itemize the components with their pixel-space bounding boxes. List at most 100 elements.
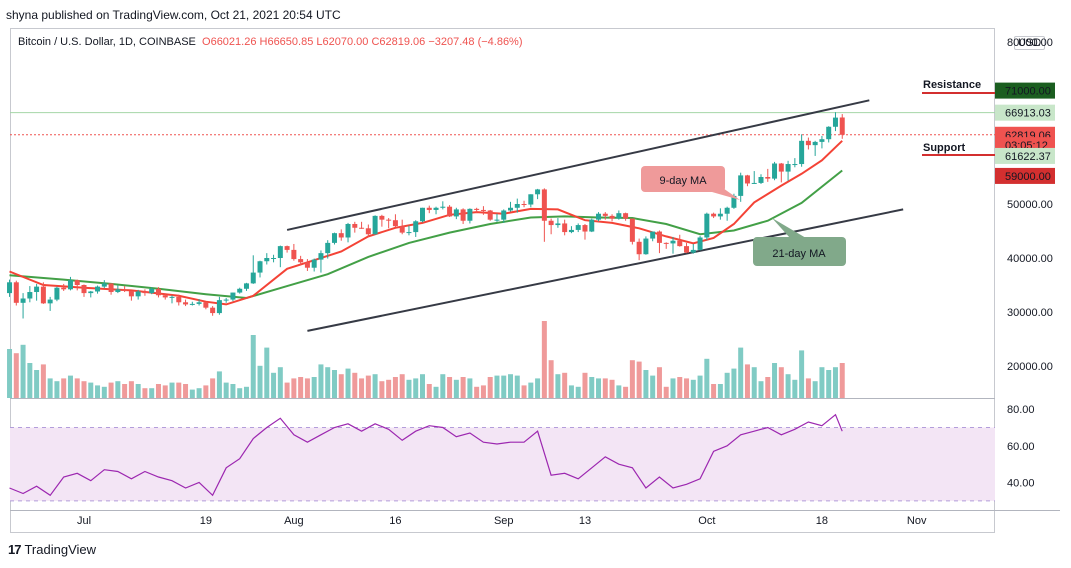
- candle-body[interactable]: [67, 280, 73, 290]
- candle-body[interactable]: [602, 213, 608, 216]
- candle-body[interactable]: [744, 175, 750, 184]
- candle-body[interactable]: [189, 303, 195, 305]
- candle-body[interactable]: [176, 296, 182, 303]
- candle-body[interactable]: [304, 262, 310, 268]
- candle-body[interactable]: [122, 289, 128, 291]
- candle-body[interactable]: [596, 213, 602, 220]
- candle-body[interactable]: [169, 296, 175, 298]
- candle-body[interactable]: [331, 233, 337, 243]
- candle-body[interactable]: [318, 253, 324, 260]
- candle-body[interactable]: [521, 204, 527, 205]
- candle-body[interactable]: [453, 209, 459, 217]
- candle-body[interactable]: [650, 231, 656, 239]
- candle-body[interactable]: [670, 240, 676, 244]
- candle-body[interactable]: [494, 219, 500, 221]
- candle-body[interactable]: [196, 302, 202, 304]
- candle-body[interactable]: [81, 285, 87, 294]
- candle-body[interactable]: [298, 259, 304, 263]
- candle-body[interactable]: [95, 286, 101, 292]
- candle-body[interactable]: [406, 232, 412, 234]
- candle-body[interactable]: [250, 272, 256, 284]
- candle-body[interactable]: [271, 258, 277, 259]
- candle-body[interactable]: [711, 213, 717, 217]
- candle-body[interactable]: [677, 240, 683, 247]
- candle-body[interactable]: [155, 288, 161, 296]
- candle-body[interactable]: [738, 175, 744, 196]
- candle-body[interactable]: [74, 280, 80, 285]
- candle-body[interactable]: [805, 140, 811, 146]
- candle-body[interactable]: [717, 213, 723, 217]
- candle-body[interactable]: [40, 286, 46, 304]
- symbol-legend[interactable]: Bitcoin / U.S. Dollar, 1D, COINBASE O660…: [18, 36, 523, 48]
- candle-body[interactable]: [819, 139, 825, 142]
- candle-body[interactable]: [528, 194, 534, 205]
- footer[interactable]: 17 TradingView: [8, 542, 96, 557]
- candle-body[interactable]: [54, 287, 60, 300]
- candle-body[interactable]: [230, 292, 236, 300]
- candle-body[interactable]: [291, 249, 297, 260]
- candle-body[interactable]: [839, 117, 845, 135]
- candle-body[interactable]: [832, 117, 838, 127]
- candle-body[interactable]: [562, 223, 568, 233]
- candle-body[interactable]: [115, 289, 121, 293]
- candle-body[interactable]: [474, 208, 480, 210]
- candle-body[interactable]: [413, 221, 419, 233]
- candle-body[interactable]: [108, 283, 114, 293]
- candle-body[interactable]: [799, 140, 805, 165]
- candle-body[interactable]: [34, 286, 40, 293]
- candle-body[interactable]: [88, 291, 94, 294]
- ma9-line[interactable]: [9, 140, 843, 306]
- candle-body[interactable]: [535, 189, 541, 195]
- candle-body[interactable]: [616, 213, 622, 219]
- candle-body[interactable]: [826, 126, 832, 140]
- candle-body[interactable]: [162, 295, 168, 298]
- candle-body[interactable]: [636, 241, 642, 255]
- candle-body[interactable]: [61, 287, 67, 290]
- candle-body[interactable]: [447, 206, 453, 217]
- candle-body[interactable]: [684, 246, 690, 253]
- currency-button[interactable]: USD: [1014, 36, 1046, 50]
- candle-body[interactable]: [372, 215, 378, 235]
- rsi-line[interactable]: [9, 413, 843, 497]
- candle-body[interactable]: [365, 228, 371, 235]
- candle-body[interactable]: [663, 242, 669, 244]
- channel-upper-line[interactable]: [286, 99, 870, 231]
- candle-body[interactable]: [724, 207, 730, 214]
- candle-body[interactable]: [277, 246, 283, 258]
- candle-body[interactable]: [812, 141, 818, 146]
- candle-body[interactable]: [704, 213, 710, 238]
- candle-body[interactable]: [101, 283, 107, 287]
- candle-body[interactable]: [433, 207, 439, 210]
- candle-body[interactable]: [264, 258, 270, 262]
- candle-body[interactable]: [352, 223, 358, 228]
- candle-body[interactable]: [399, 226, 405, 233]
- candle-body[interactable]: [487, 210, 493, 220]
- candle-body[interactable]: [575, 225, 581, 230]
- candle-body[interactable]: [541, 189, 547, 221]
- candle-body[interactable]: [765, 177, 771, 179]
- candle-body[interactable]: [47, 299, 53, 304]
- candle-body[interactable]: [338, 233, 344, 238]
- candle-body[interactable]: [582, 225, 588, 232]
- candle-body[interactable]: [731, 195, 737, 208]
- candle-body[interactable]: [142, 291, 148, 294]
- candle-body[interactable]: [203, 302, 209, 308]
- candle-body[interactable]: [345, 223, 351, 238]
- candle-body[interactable]: [772, 163, 778, 179]
- candle-body[interactable]: [508, 207, 514, 211]
- candle-body[interactable]: [7, 282, 13, 294]
- candle-body[interactable]: [223, 299, 229, 301]
- candle-body[interactable]: [555, 223, 561, 226]
- candle-body[interactable]: [440, 206, 446, 208]
- candle-body[interactable]: [548, 220, 554, 226]
- candle-body[interactable]: [751, 182, 757, 184]
- candle-body[interactable]: [467, 208, 473, 221]
- candle-body[interactable]: [785, 164, 791, 172]
- candle-body[interactable]: [216, 300, 222, 314]
- candle-body[interactable]: [325, 242, 331, 254]
- candle-body[interactable]: [386, 219, 392, 221]
- candle-body[interactable]: [311, 259, 317, 268]
- candle-body[interactable]: [420, 207, 425, 222]
- candle-body[interactable]: [501, 210, 507, 220]
